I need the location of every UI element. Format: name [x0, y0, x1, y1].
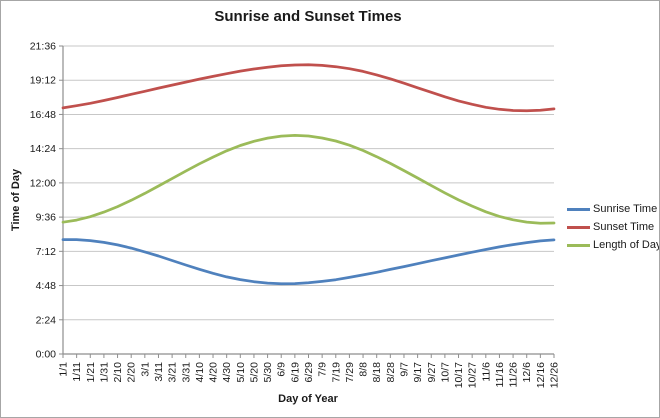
- x-tick-label: 5/20: [248, 362, 260, 383]
- x-tick-label: 11/16: [494, 362, 506, 388]
- x-tick-label: 10/17: [453, 362, 465, 388]
- series-line-sunrise-time: [61, 238, 556, 286]
- x-tick-label: 7/29: [344, 362, 356, 383]
- x-tick-label: 9/17: [412, 362, 424, 383]
- legend-label: Length of Day: [593, 239, 660, 251]
- x-tick-label: 3/31: [180, 362, 192, 383]
- x-tick-label: 5/30: [262, 362, 274, 383]
- chart-title: Sunrise and Sunset Times: [214, 8, 402, 25]
- x-tick-label: 6/19: [289, 362, 301, 383]
- legend-label: Sunrise Time: [593, 203, 658, 215]
- y-axis-title: Time of Day: [10, 168, 22, 232]
- y-tick-label: 2:24: [36, 314, 57, 326]
- x-tick-label: 6/29: [303, 362, 315, 383]
- x-tick-label: 10/7: [439, 362, 451, 383]
- y-tick-label: 14:24: [30, 143, 56, 155]
- legend-item-length-of-day: Length of Day: [567, 236, 660, 254]
- x-tick-label: 4/30: [221, 362, 233, 383]
- x-tick-label: 8/18: [371, 362, 383, 383]
- x-tick-label: 8/28: [385, 362, 397, 383]
- x-tick-label: 10/27: [467, 362, 479, 388]
- x-tick-label: 4/10: [194, 362, 206, 383]
- x-tick-label: 1/11: [71, 362, 83, 382]
- y-tick-label: 21:36: [30, 41, 56, 53]
- series-line-sunset-time: [61, 63, 556, 113]
- y-tick-label: 7:12: [36, 246, 57, 258]
- y-tick-label: 19:12: [30, 75, 56, 87]
- x-tick-label: 2/20: [126, 362, 138, 383]
- legend-line-swatch-length-of-day: [567, 243, 590, 247]
- y-tick-label: 12:00: [30, 177, 56, 189]
- x-tick-label: 9/27: [426, 362, 438, 383]
- legend-item-sunset-time: Sunset Time: [567, 218, 659, 236]
- y-tick-label: 0:00: [36, 349, 57, 361]
- y-tick-label: 16:48: [30, 109, 56, 121]
- x-tick-label: 3/1: [139, 362, 151, 377]
- x-tick-label: 7/19: [330, 362, 342, 383]
- legend-line-swatch-sunrise: [567, 207, 590, 211]
- x-tick-label: 11/6: [480, 362, 492, 382]
- x-tick-label: 5/10: [235, 362, 247, 383]
- series-line-length-of-day: [61, 134, 556, 225]
- x-tick-label: 1/1: [58, 362, 70, 377]
- x-tick-label: 3/11: [153, 362, 165, 382]
- y-tick-label: 9:36: [36, 212, 57, 224]
- x-tick-label: 3/21: [167, 362, 179, 383]
- legend-line-swatch-sunset: [567, 225, 590, 229]
- x-tick-label: 12/16: [535, 362, 547, 388]
- x-tick-label: 1/21: [85, 362, 97, 383]
- x-tick-label: 7/9: [317, 362, 329, 377]
- x-tick-label: 9/7: [398, 362, 410, 377]
- x-tick-label: 2/10: [112, 362, 124, 383]
- x-tick-label: 1/31: [98, 362, 110, 383]
- x-tick-label: 8/8: [358, 362, 370, 377]
- x-tick-label: 6/9: [276, 362, 288, 377]
- x-tick-label: 12/6: [521, 362, 533, 383]
- x-tick-label: 12/26: [549, 362, 561, 388]
- x-axis-title: Day of Year: [278, 393, 338, 405]
- x-tick-label: 4/20: [208, 362, 220, 383]
- legend-item-sunrise-time: Sunrise Time: [567, 200, 659, 218]
- y-tick-label: 4:48: [36, 280, 57, 292]
- legend-label: Sunset Time: [593, 221, 655, 233]
- legend: Sunrise Time Sunset Time Length of Day: [567, 200, 660, 254]
- x-tick-label: 11/26: [508, 362, 520, 388]
